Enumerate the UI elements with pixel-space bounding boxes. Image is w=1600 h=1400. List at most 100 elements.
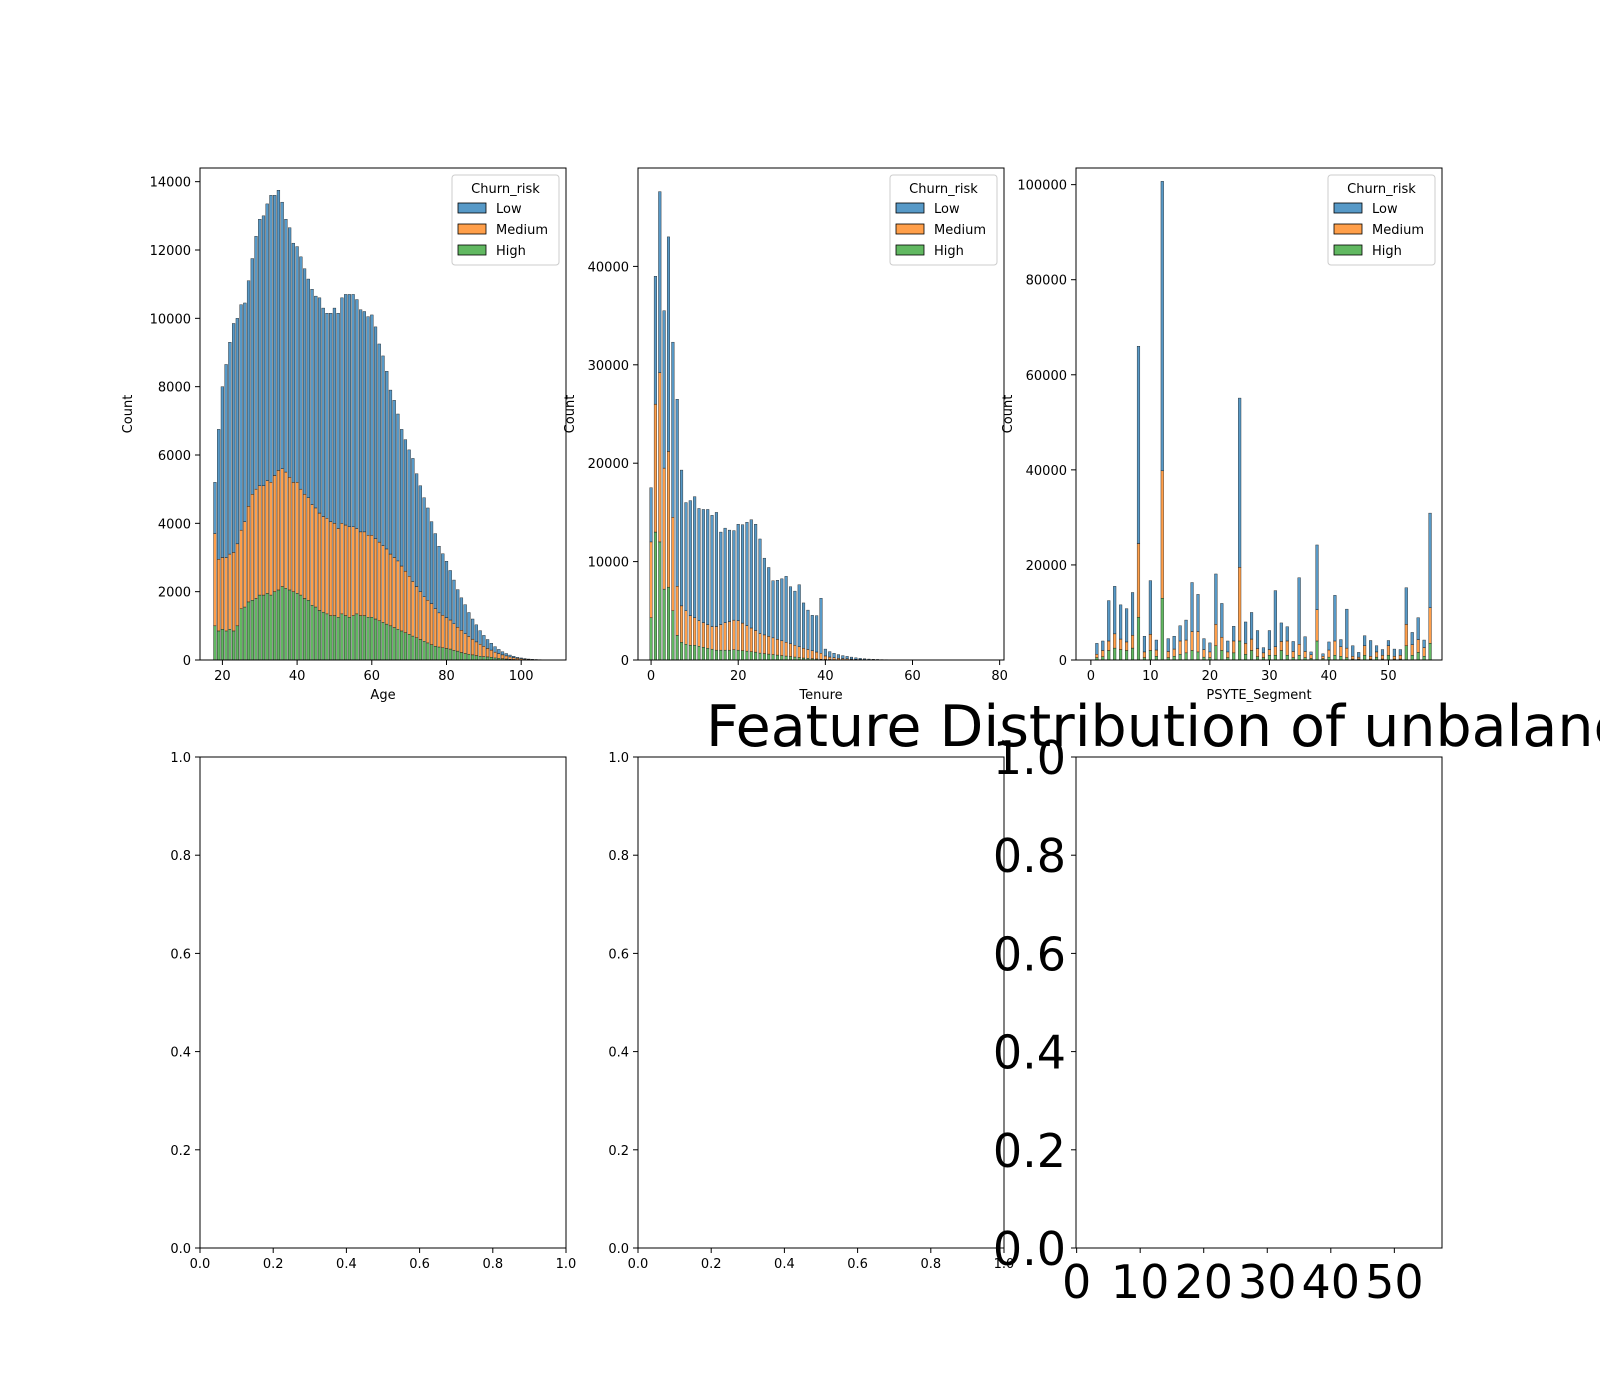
bar-low	[1416, 617, 1420, 640]
bar-low	[1285, 626, 1289, 642]
x-tick-label: 1.0	[556, 1257, 577, 1272]
x-tick-label: 40	[1321, 669, 1338, 684]
bar-high	[758, 652, 762, 661]
bar-medium	[456, 627, 460, 652]
bar-low	[780, 578, 784, 642]
bar-medium	[370, 535, 374, 618]
bar-high	[710, 648, 714, 661]
bar-medium	[819, 653, 823, 660]
axes-frame	[1075, 756, 1443, 1249]
bar-high	[213, 625, 217, 661]
y-tick-label: 0.0	[608, 1242, 629, 1257]
bar-medium	[714, 626, 718, 651]
bar-high	[684, 644, 688, 661]
bar-low	[1130, 592, 1135, 636]
x-axis-label: Tenure	[798, 688, 842, 703]
bar-low	[250, 258, 254, 495]
y-tick-label: 1.0	[993, 731, 1066, 785]
bar-medium	[1309, 654, 1313, 659]
y-tick-label: 0.0	[170, 1242, 191, 1257]
bar-low	[403, 439, 408, 572]
bar-high	[784, 655, 788, 661]
bar-low	[1297, 577, 1301, 645]
y-tick-label: 80000	[1026, 274, 1067, 289]
bar-low	[515, 657, 520, 659]
x-tick-label: 1.0	[994, 1257, 1015, 1272]
bar-low	[771, 580, 775, 639]
bar-low	[418, 485, 422, 592]
bar-low	[1226, 640, 1230, 653]
bar-high	[284, 588, 288, 661]
bar-low	[1351, 645, 1355, 657]
bar-high	[463, 653, 467, 661]
bar-high	[437, 646, 441, 661]
x-tick-label: 80	[991, 669, 1008, 684]
bar-low	[351, 294, 355, 527]
bar-medium	[741, 622, 745, 651]
bar-low	[767, 567, 771, 637]
axes-frame	[1075, 167, 1443, 661]
bar-high	[649, 617, 653, 661]
bar-medium	[1238, 567, 1242, 642]
bar-medium	[224, 557, 228, 632]
bar-low	[1333, 595, 1337, 642]
bar-high	[295, 593, 299, 661]
bar-high	[767, 653, 771, 661]
bar-medium	[1303, 651, 1307, 658]
x-axis-label: Age	[370, 688, 395, 703]
bar-medium	[762, 634, 766, 654]
bar-low	[1178, 625, 1182, 642]
legend-label-medium: Medium	[934, 223, 986, 238]
bar-medium	[388, 553, 393, 627]
bar-low	[500, 651, 505, 656]
legend-swatch-medium	[895, 223, 925, 235]
x-tick-label: 0.2	[263, 1257, 284, 1272]
bar-medium	[1363, 645, 1367, 656]
bar-high	[306, 600, 310, 661]
bar-low	[1190, 582, 1194, 632]
bar-low	[680, 469, 684, 607]
bar-low	[482, 635, 486, 647]
bar-low	[775, 580, 779, 640]
bar-medium	[1285, 640, 1289, 656]
x-axis-label: PSYTE_Segment	[1206, 688, 1311, 703]
bar-medium	[1267, 649, 1271, 656]
bar-low	[1392, 648, 1396, 657]
bar-medium	[832, 657, 836, 660]
bar-high	[1250, 650, 1254, 661]
bar-high	[228, 629, 232, 661]
bar-low	[489, 643, 493, 651]
bar-medium	[351, 526, 355, 616]
bar-medium	[254, 488, 258, 599]
bar-medium	[366, 535, 370, 618]
bar-medium	[232, 552, 236, 632]
bar-medium	[489, 649, 493, 658]
bar-medium	[373, 538, 378, 620]
bar-high	[771, 654, 775, 661]
x-tick-label: 80	[438, 669, 455, 684]
y-tick-label: 0.0	[993, 1222, 1066, 1276]
bar-low	[284, 219, 288, 473]
bar-medium	[1345, 647, 1349, 658]
bar-low	[426, 507, 430, 601]
bar-medium	[1380, 655, 1385, 660]
bar-low	[845, 656, 849, 660]
bar-medium	[302, 494, 307, 599]
bar-high	[1154, 656, 1158, 661]
bar-medium	[235, 543, 239, 627]
y-tick-label: 0.8	[170, 849, 191, 864]
y-tick-label: 40000	[588, 260, 629, 275]
bar-medium	[504, 655, 508, 660]
bar-high	[235, 625, 239, 661]
bar-low	[463, 604, 467, 634]
age-histogram: 20 40 60 80 100 0 2000 4000 6000 8000 10000 12000 14…	[121, 167, 567, 703]
bar-high	[310, 605, 314, 661]
bar-high	[1232, 652, 1236, 661]
bar-low	[485, 639, 490, 649]
y-tick-label: 0.6	[993, 927, 1066, 981]
y-tick-label: 0.8	[608, 849, 629, 864]
bar-medium	[1357, 656, 1361, 660]
bar-medium	[710, 626, 714, 650]
bar-low	[1291, 641, 1295, 652]
bar-low	[693, 496, 697, 618]
